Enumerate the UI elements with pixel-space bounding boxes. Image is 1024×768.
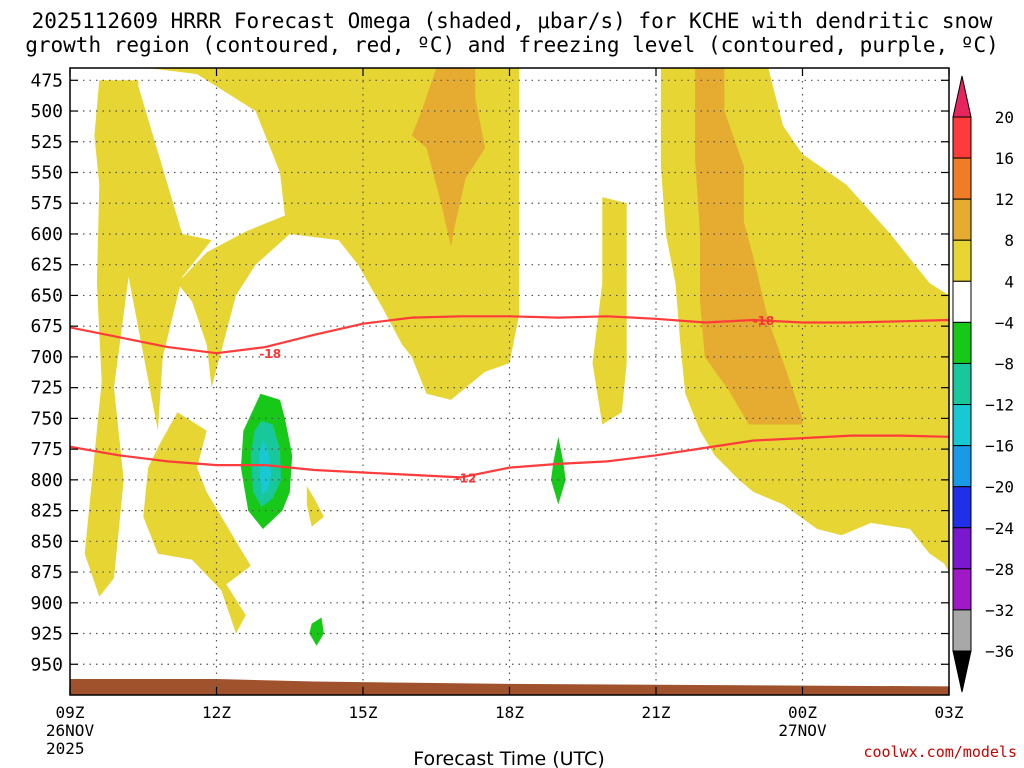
- temperature-contours: -18 -18 -12: [70, 314, 949, 485]
- y-tick-label: 825: [30, 501, 63, 522]
- x-tick-label: 00Z: [788, 703, 817, 722]
- colorbar-label: −28: [985, 560, 1014, 579]
- omega-shade-region: [411, 68, 486, 247]
- colorbar-label: −36: [985, 642, 1014, 661]
- omega-shade-region: [259, 440, 272, 495]
- colorbar-swatch: [952, 486, 972, 529]
- y-tick-label: 575: [30, 193, 63, 214]
- colorbar-swatch: [952, 527, 972, 570]
- x-tick-date-label: 27NOV: [778, 721, 827, 740]
- chart-title-line-2: growth region (contoured, red, ºC) and f…: [25, 33, 999, 57]
- contour-label: -12: [455, 471, 477, 485]
- colorbar-swatch: [952, 445, 972, 488]
- colorbar-swatch: [952, 609, 972, 652]
- y-tick-label: 700: [30, 347, 63, 368]
- colorbar: 20 16 12 8 4 −4 −8 −12 −16 −20 −24 −28 −32 −36: [952, 75, 1014, 693]
- colorbar-swatch: [952, 404, 972, 447]
- colorbar-swatch: [952, 239, 972, 282]
- colorbar-swatch: [952, 116, 972, 159]
- colorbar-label: −12: [985, 396, 1014, 415]
- y-tick-label: 850: [30, 531, 63, 552]
- omega-shade-region: [551, 436, 566, 505]
- colorbar-swatch: [952, 157, 972, 200]
- omega-shade-region: [695, 68, 803, 425]
- contour-label: -18: [259, 347, 281, 361]
- omega-shade-region: [309, 617, 324, 646]
- y-tick-label: 750: [30, 408, 63, 429]
- x-tick-label: 21Z: [642, 703, 671, 722]
- x-tick-date-label: 26NOV: [46, 721, 95, 740]
- colorbar-top-arrow: [952, 75, 972, 118]
- y-tick-label: 775: [30, 439, 63, 460]
- contour-label: -18: [753, 314, 775, 328]
- y-tick-label: 900: [30, 593, 63, 614]
- x-tick-label: 12Z: [202, 703, 231, 722]
- x-tick-year-label: 2025: [46, 739, 85, 758]
- colorbar-swatch: [952, 280, 972, 323]
- colorbar-swatch: [952, 362, 972, 406]
- colorbar-label: 12: [995, 190, 1014, 209]
- chart-title-line-1: 2025112609 HRRR Forecast Omega (shaded, …: [31, 9, 993, 33]
- omega-shade-region: [84, 80, 212, 597]
- colorbar-label: 20: [995, 108, 1014, 127]
- omega-shade-region: [306, 486, 324, 527]
- grid-lines: [70, 68, 949, 695]
- x-tick-label: 03Z: [935, 703, 964, 722]
- y-tick-label: 500: [30, 101, 63, 122]
- y-tick-label: 525: [30, 132, 63, 153]
- omega-shade-region: [143, 412, 251, 634]
- y-tick-label: 800: [30, 470, 63, 491]
- colorbar-label: −4: [995, 313, 1014, 332]
- credit-link[interactable]: coolwx.com/models: [863, 743, 1017, 761]
- colorbar-swatch: [952, 321, 972, 364]
- y-tick-label: 625: [30, 255, 63, 276]
- colorbar-label: −20: [985, 478, 1014, 497]
- y-tick-label: 725: [30, 378, 63, 399]
- contour-line: [70, 315, 949, 355]
- y-tick-label: 650: [30, 285, 63, 306]
- colorbar-label: −32: [985, 601, 1014, 620]
- y-tick-label: 675: [30, 316, 63, 337]
- colorbar-label: −8: [995, 354, 1014, 373]
- colorbar-label: 16: [995, 149, 1014, 168]
- colorbar-bottom-arrow: [952, 650, 972, 693]
- colorbar-label: −16: [985, 437, 1014, 456]
- colorbar-label: 4: [1004, 272, 1014, 291]
- y-tick-label: 475: [30, 70, 63, 91]
- contour-line: [70, 434, 949, 479]
- colorbar-label: −24: [985, 519, 1014, 538]
- y-tick-label: 550: [30, 163, 63, 184]
- omega-shade-region: [592, 197, 627, 425]
- x-tick-label: 09Z: [56, 703, 85, 722]
- x-tick-label: 15Z: [349, 703, 378, 722]
- colorbar-swatch: [952, 568, 972, 611]
- y-axis: 475 500 525 550 575 600 625 650 675 700 725 750 775 8…: [30, 70, 949, 675]
- y-tick-label: 950: [30, 654, 63, 675]
- colorbar-swatch: [952, 198, 972, 241]
- y-tick-label: 925: [30, 624, 63, 645]
- colorbar-label: 8: [1004, 231, 1014, 250]
- y-tick-label: 600: [30, 224, 63, 245]
- x-tick-label: 18Z: [495, 703, 524, 722]
- y-tick-label: 875: [30, 562, 63, 583]
- x-axis-label: Forecast Time (UTC): [413, 748, 604, 768]
